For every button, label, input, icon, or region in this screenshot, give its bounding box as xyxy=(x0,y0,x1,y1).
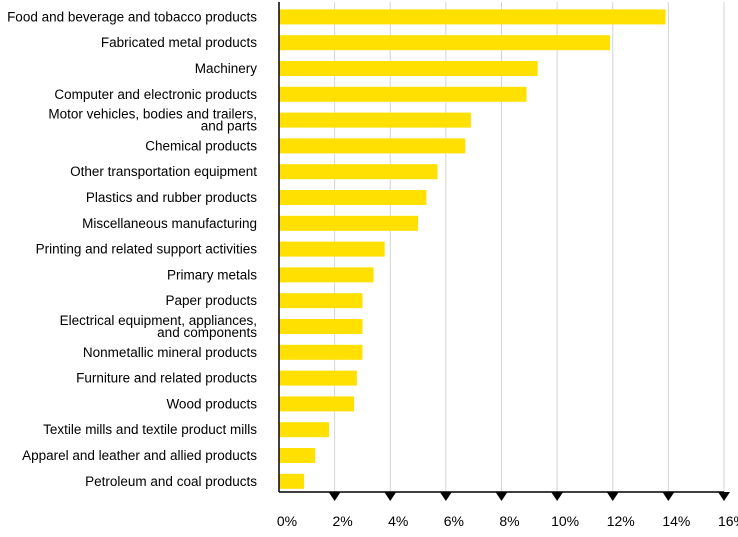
bar xyxy=(279,319,363,334)
tick-mark xyxy=(495,492,508,501)
bar xyxy=(279,448,316,463)
tick-label: 8% xyxy=(499,513,519,529)
tick-label: 12% xyxy=(607,513,635,529)
tick-mark xyxy=(328,492,341,501)
category-label-line: Other transportation equipment xyxy=(70,164,257,179)
bar xyxy=(279,396,355,412)
bar xyxy=(279,422,330,438)
bars xyxy=(279,9,666,489)
category-label-line: Electrical equipment, appliances, xyxy=(60,313,257,328)
category-label: Fabricated metal products xyxy=(101,35,257,50)
bar xyxy=(279,164,438,180)
category-label-line: Primary metals xyxy=(167,267,257,282)
tick-label: 6% xyxy=(444,513,464,529)
bar xyxy=(279,138,466,154)
bar xyxy=(279,267,374,283)
category-label: Plastics and rubber products xyxy=(86,190,257,205)
category-label: Primary metals xyxy=(167,267,257,282)
category-label-line: Printing and related support activities xyxy=(36,242,258,257)
bar xyxy=(279,215,419,231)
category-label-line: Machinery xyxy=(195,61,258,76)
category-label-line: and parts xyxy=(201,119,258,134)
category-label-line: Petroleum and coal products xyxy=(85,474,257,489)
tick-mark xyxy=(384,492,397,501)
category-label-line: Plastics and rubber products xyxy=(86,190,257,205)
category-label-line: Computer and electronic products xyxy=(54,87,257,102)
category-label-line: Chemical products xyxy=(145,138,257,153)
bar xyxy=(279,86,527,102)
category-label-line: Wood products xyxy=(166,396,257,411)
category-label-line: and components xyxy=(157,325,257,340)
tick-label: 14% xyxy=(662,513,690,529)
bar xyxy=(279,112,471,128)
bar xyxy=(279,344,363,360)
category-labels: Food and beverage and tobacco products Fa… xyxy=(7,9,257,488)
tick-mark xyxy=(718,492,730,501)
category-label: Furniture and related products xyxy=(76,371,257,386)
category-label-line: Paper products xyxy=(165,293,257,308)
category-label: Petroleum and coal products xyxy=(85,474,257,489)
category-label: Wood products xyxy=(166,396,257,411)
category-label: Motor vehicles, bodies and trailers, and … xyxy=(48,107,257,134)
tick-label: 0% xyxy=(277,513,297,529)
tick-mark xyxy=(551,492,564,501)
category-label: Printing and related support activities xyxy=(36,242,258,257)
category-label: Computer and electronic products xyxy=(54,87,257,102)
bar xyxy=(279,241,385,257)
category-label-line: Fabricated metal products xyxy=(101,35,257,50)
category-label: Food and beverage and tobacco products xyxy=(7,9,257,24)
bar xyxy=(279,9,666,25)
bar xyxy=(279,35,610,51)
category-label: Apparel and leather and allied products xyxy=(22,448,257,463)
bar xyxy=(279,61,538,76)
category-label: Electrical equipment, appliances, and com… xyxy=(60,313,258,340)
tick-label: 10% xyxy=(551,513,579,529)
tick-mark xyxy=(662,492,675,501)
tick-label: 16% xyxy=(718,513,738,529)
category-label: Paper products xyxy=(165,293,257,308)
category-label: Other transportation equipment xyxy=(70,164,257,179)
category-label-line: Motor vehicles, bodies and trailers, xyxy=(48,107,257,122)
category-label: Nonmetallic mineral products xyxy=(83,345,257,360)
category-label-line: Miscellaneous manufacturing xyxy=(82,216,257,231)
bar xyxy=(279,293,363,309)
category-label: Chemical products xyxy=(145,138,257,153)
bar xyxy=(279,473,305,489)
bar xyxy=(279,190,427,205)
category-label-line: Apparel and leather and allied products xyxy=(22,448,257,463)
category-label: Miscellaneous manufacturing xyxy=(82,216,257,231)
tick-label: 4% xyxy=(388,513,408,529)
bar xyxy=(279,370,357,386)
category-label: Machinery xyxy=(195,61,258,76)
category-label-line: Nonmetallic mineral products xyxy=(83,345,257,360)
category-label-line: Furniture and related products xyxy=(76,371,257,386)
category-label-line: Textile mills and textile product mills xyxy=(43,422,257,437)
grid-lines xyxy=(334,2,725,492)
tick-label: 2% xyxy=(333,513,353,529)
tick-mark xyxy=(606,492,619,501)
tick-mark xyxy=(439,492,452,501)
category-label-line: Food and beverage and tobacco products xyxy=(7,9,257,24)
x-ticks: 0% 2% 4% 6% 8% 10% 12% 14% 16% xyxy=(277,492,738,529)
category-label: Textile mills and textile product mills xyxy=(43,422,257,437)
